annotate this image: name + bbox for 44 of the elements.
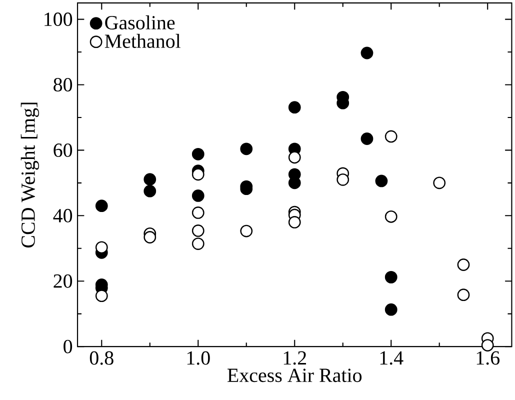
y-tick-label: 100 <box>44 12 72 26</box>
point <box>457 258 470 271</box>
point <box>192 224 204 237</box>
point <box>288 216 301 228</box>
point <box>192 206 204 219</box>
point <box>144 231 156 244</box>
point <box>240 142 253 156</box>
x-tick-label: 1.0 <box>187 351 210 365</box>
y-axis-title: CCD Weight [mg] <box>20 102 40 248</box>
y-tick-label: 80 <box>54 78 72 92</box>
point <box>192 168 204 181</box>
legend-label: Gasoline <box>105 15 175 30</box>
y-tick-label: 60 <box>54 143 72 157</box>
x-axis-title: Excess Air Ratio <box>228 368 362 382</box>
point <box>336 173 350 186</box>
point <box>192 189 204 202</box>
point <box>375 174 388 188</box>
point <box>288 151 301 164</box>
y-tick-label: 0 <box>64 340 72 354</box>
point <box>384 210 398 223</box>
point <box>384 303 398 316</box>
point <box>95 290 108 302</box>
point <box>192 148 204 160</box>
point <box>144 173 156 186</box>
point <box>95 200 108 212</box>
point <box>481 339 494 352</box>
point <box>288 101 301 114</box>
point <box>384 270 398 284</box>
point <box>457 288 470 301</box>
x-tick-label: 1.6 <box>476 351 500 365</box>
y-tick-label: 40 <box>53 208 72 222</box>
point <box>360 46 374 60</box>
point <box>192 238 204 250</box>
x-tick-label: 1.4 <box>380 351 404 365</box>
point <box>384 130 398 143</box>
point <box>433 176 446 190</box>
point <box>240 224 253 238</box>
x-tick-label: 0.8 <box>90 351 114 365</box>
point <box>144 184 156 198</box>
legend-label: Methanol <box>104 34 180 48</box>
x-tick-label: 1.2 <box>284 351 306 365</box>
point <box>95 241 108 254</box>
point <box>360 132 374 145</box>
y-tick-label: 20 <box>54 274 72 288</box>
